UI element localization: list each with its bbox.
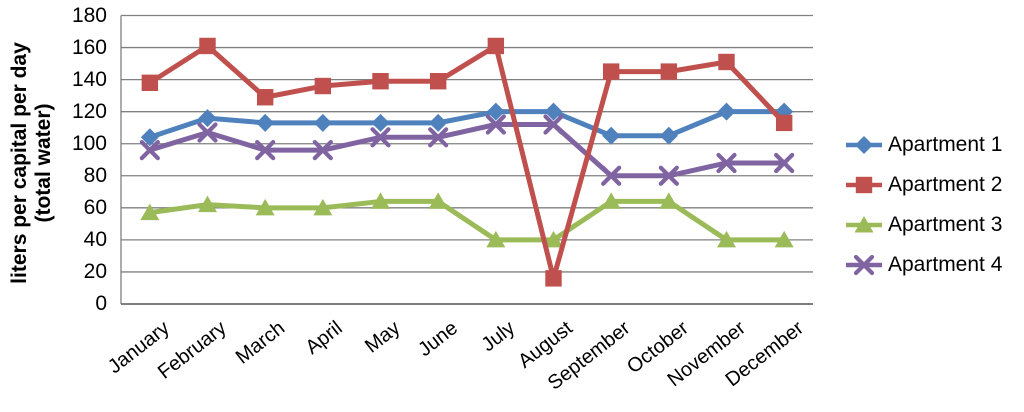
legend-marker-shape — [855, 176, 873, 193]
marker-apartment-1 — [371, 113, 390, 132]
y-tick-label: 160 — [71, 35, 107, 59]
legend-label: Apartment 2 — [888, 172, 1003, 196]
legend-label: Apartment 1 — [888, 132, 1003, 156]
legend-marker-diamond-icon — [846, 135, 882, 154]
marker-apartment-1 — [659, 126, 678, 145]
y-tick-label: 0 — [95, 292, 107, 315]
marker-apartment-3 — [140, 203, 160, 221]
marker-apartment-3 — [544, 230, 563, 248]
marker-apartment-4 — [543, 114, 564, 135]
marker-apartment-1 — [544, 102, 563, 121]
series-line-apartment-2 — [148, 43, 786, 281]
marker-apartment-2 — [141, 74, 159, 92]
marker-apartment-3 — [717, 230, 736, 248]
marker-apartment-3 — [659, 192, 679, 209]
legend-marker-x-icon — [846, 254, 882, 275]
legend-marker-shape — [855, 135, 873, 154]
legend-marker-shape — [853, 254, 875, 275]
legend-item-apartment-4: Apartment 4 — [843, 252, 1002, 277]
marker-apartment-2 — [718, 53, 735, 71]
y-tick-label: 100 — [71, 131, 107, 155]
legend-label: Apartment 3 — [888, 212, 1003, 236]
y-tick-label: 40 — [83, 227, 107, 251]
marker-apartment-1 — [198, 109, 217, 128]
marker-apartment-4 — [774, 152, 795, 174]
marker-apartment-4 — [139, 140, 160, 161]
marker-apartment-3 — [255, 198, 275, 216]
marker-apartment-2 — [660, 63, 678, 80]
marker-apartment-3 — [198, 195, 217, 213]
marker-apartment-1 — [602, 126, 621, 145]
marker-apartment-3 — [313, 198, 333, 216]
marker-apartment-4 — [716, 152, 737, 174]
marker-apartment-3 — [486, 230, 506, 248]
marker-apartment-4 — [312, 140, 333, 161]
marker-apartment-4 — [601, 165, 622, 186]
marker-apartment-2 — [199, 37, 216, 55]
marker-apartment-1 — [140, 128, 159, 147]
marker-apartment-4 — [428, 127, 449, 148]
marker-apartment-2 — [314, 77, 332, 95]
marker-apartment-1 — [313, 113, 332, 132]
y-tick-label: 180 — [71, 3, 107, 27]
legend-item-apartment-2: Apartment 2 — [843, 172, 1002, 197]
marker-apartment-3 — [774, 230, 794, 248]
y-axis-title-line1: liters per capital per day — [8, 42, 31, 284]
legend: Apartment 1 Apartment 2 Apartment 3 Apar… — [843, 132, 1002, 277]
y-tick-label: 140 — [71, 67, 107, 91]
marker-apartment-1 — [256, 113, 275, 132]
series-line-apartment-4 — [149, 121, 785, 179]
marker-apartment-1 — [717, 102, 736, 121]
marker-apartment-2 — [487, 37, 505, 55]
legend-item-apartment-3: Apartment 3 — [843, 212, 1002, 237]
marker-apartment-3 — [371, 192, 390, 209]
marker-apartment-4 — [255, 140, 276, 161]
marker-apartment-3 — [601, 192, 621, 209]
marker-apartment-1 — [429, 113, 448, 132]
marker-apartment-2 — [429, 73, 447, 90]
marker-apartment-4 — [658, 165, 679, 186]
marker-apartment-2 — [256, 89, 274, 106]
marker-apartment-4 — [197, 122, 218, 143]
marker-apartment-2 — [545, 270, 562, 287]
legend-marker-triangle-icon — [846, 215, 882, 232]
marker-apartment-2 — [372, 73, 389, 90]
marker-apartment-4 — [370, 127, 391, 148]
y-tick-label: 60 — [83, 195, 107, 219]
marker-apartment-3 — [428, 192, 448, 209]
legend-item-apartment-1: Apartment 1 — [843, 132, 1002, 157]
y-tick-label: 120 — [71, 99, 107, 123]
legend-marker-square-icon — [846, 176, 882, 193]
series-line-apartment-3 — [149, 198, 785, 243]
marker-apartment-2 — [775, 114, 793, 132]
series-line-apartment-1 — [149, 109, 785, 140]
marker-apartment-1 — [486, 102, 505, 121]
legend-label: Apartment 4 — [888, 252, 1003, 276]
marker-apartment-4 — [485, 114, 506, 135]
legend-marker-shape — [854, 215, 874, 232]
marker-apartment-2 — [602, 63, 620, 80]
y-tick-label: 80 — [83, 163, 107, 187]
y-tick-label: 20 — [83, 259, 107, 283]
